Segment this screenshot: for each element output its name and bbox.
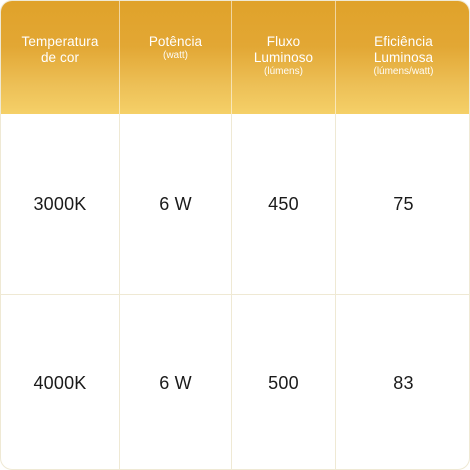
cell-luminous-flux: 500 — [232, 295, 336, 469]
cell-power: 6 W — [120, 295, 232, 469]
cell-luminous-efficiency: 83 — [393, 373, 414, 393]
table-row: 3000K 6 W 450 75 — [1, 114, 469, 294]
header-title: Eficiência Luminosa — [373, 34, 434, 65]
header-luminous-flux: Fluxo Luminoso (lúmens) — [232, 1, 336, 114]
cell-luminous-efficiency: 75 — [393, 193, 414, 214]
header-unit: (lúmens) — [264, 66, 303, 77]
cell-power: 6 W — [120, 114, 232, 294]
cell-color-temperature: 3000K — [1, 114, 120, 294]
cell-luminous-flux: 450 — [232, 114, 336, 294]
table-header-row: Temperatura de cor Potência (watt) Fluxo… — [1, 1, 469, 114]
header-unit: (watt) — [163, 50, 188, 61]
header-unit: (lúmens/watt) — [373, 66, 434, 77]
header-power: Potência (watt) — [120, 1, 232, 114]
header-title: Fluxo Luminoso — [253, 34, 314, 65]
header-title: Temperatura de cor — [21, 34, 99, 65]
header-luminous-efficiency: Eficiência Luminosa (lúmens/watt) — [336, 1, 469, 114]
header-title: Potência — [148, 34, 203, 49]
header-color-temperature: Temperatura de cor — [1, 1, 120, 114]
cell-color-temperature: 4000K — [1, 295, 120, 469]
table-row: 4000K 6 W 500 83 — [1, 294, 469, 469]
